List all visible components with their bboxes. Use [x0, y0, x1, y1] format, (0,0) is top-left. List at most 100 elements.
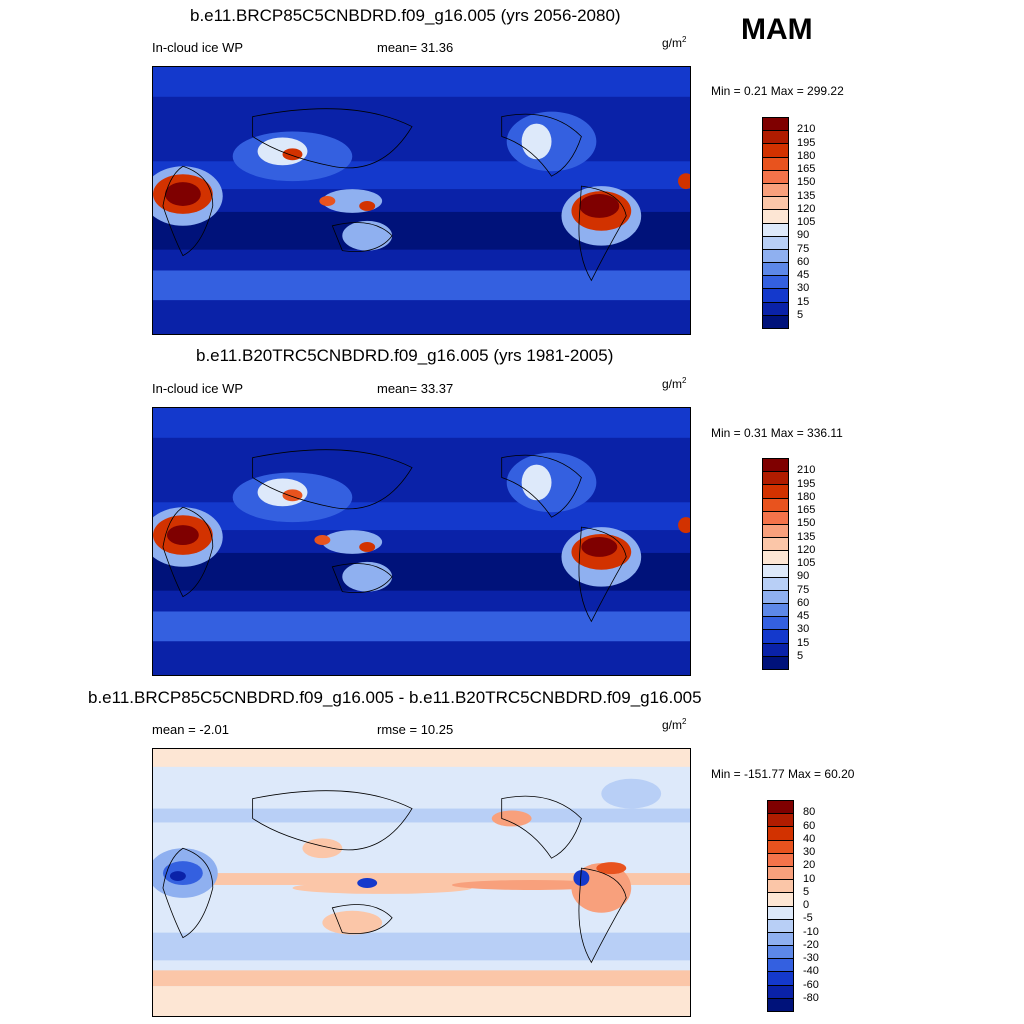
- panel3-colorbar-label: 40: [803, 832, 816, 845]
- panel2-colorbar-label: 45: [797, 610, 810, 622]
- panel3-colorbar-swatch: [768, 998, 793, 1011]
- panel3-units: g/m2: [662, 717, 687, 733]
- panel1-left-label: In-cloud ice WP: [152, 40, 244, 55]
- panel2-colorbar-label: 5: [797, 649, 804, 662]
- panel2-colorbar-swatch: [763, 511, 788, 525]
- panel3-colorbar-label: 80: [803, 806, 816, 819]
- panel1-colorbar-swatch: [763, 236, 788, 250]
- panel2-colorbar-label: 90: [797, 570, 810, 583]
- panel1-colorbar-swatch: [763, 263, 788, 277]
- panel3-colorbar-label: 30: [803, 846, 816, 858]
- panel3-mean-label: mean = -2.01: [152, 722, 229, 737]
- panel1-colorbar-label: 60: [797, 255, 810, 268]
- panel3-colorbar-label: -60: [803, 978, 819, 991]
- panel2-colorbar-label: 30: [797, 623, 810, 636]
- panel2-colorbar-swatch: [763, 498, 788, 512]
- panel1-colorbar-label: 105: [797, 216, 816, 228]
- panel1-units: g/m2: [662, 35, 687, 51]
- panel2-colorbar-swatch: [763, 564, 788, 578]
- panel3-colorbar-swatch: [768, 893, 793, 907]
- panel1-colorbar-label: 15: [797, 295, 810, 308]
- panel2-colorbar-labels: 210 195 180 165 150 135 120 105 90 75 60 45 30 15 5: [797, 458, 837, 670]
- panel1-colorbar-label: 5: [797, 308, 804, 321]
- panel2-colorbar-label: 195: [797, 477, 816, 490]
- panel2-colorbar: [762, 458, 789, 670]
- panel2-colorbar-swatch: [763, 485, 788, 499]
- panel3-colorbar-swatch: [768, 985, 793, 999]
- panel1-colorbar-label: 75: [797, 242, 810, 255]
- panel3-minmax: Min = -151.77 Max = 60.20: [711, 767, 855, 781]
- panel1-colorbar-label: 180: [797, 149, 816, 162]
- panel1-colorbar-swatch: [763, 118, 788, 132]
- panel3-rmse-label: rmse = 10.25: [377, 722, 454, 737]
- panel3-colorbar-swatch: [768, 972, 793, 986]
- panel1-colorbar-swatch: [763, 249, 788, 264]
- panel1-colorbar-labels: 210 195 180 165 150 135 120 105 90 75 60 45 30 15 5: [797, 117, 837, 329]
- panel3-colorbar-label: -20: [803, 938, 819, 951]
- panel2-colorbar-label: 210: [797, 464, 816, 477]
- panel1-colorbar-label: 165: [797, 163, 816, 175]
- panel1-colorbar-swatch: [763, 157, 788, 171]
- panel2-map: [152, 407, 691, 676]
- panel1-colorbar-swatch: [763, 183, 788, 198]
- season-label: MAM: [741, 13, 813, 46]
- panel2-title: b.e11.B20TRC5CNBDRD.f09_g16.005 (yrs 198…: [196, 346, 614, 365]
- panel3-colorbar-swatch: [768, 932, 793, 947]
- panel2-colorbar-swatch: [763, 590, 788, 605]
- panel2-left-label: In-cloud ice WP: [152, 381, 244, 396]
- panel3-colorbar-swatch: [768, 959, 793, 973]
- panel1-colorbar-swatch: [763, 223, 788, 237]
- panel2-mean-label: mean= 33.37: [377, 381, 454, 396]
- panel1-minmax: Min = 0.21 Max = 299.22: [711, 84, 844, 98]
- panel3-colorbar-swatch: [768, 919, 793, 933]
- panel3-colorbar-label: -40: [803, 965, 819, 978]
- panel1-colorbar-swatch: [763, 210, 788, 224]
- panel3-colorbar-labels: 80 60 40 30 20 10 5 0 -5 -10 -20 -30 -40 -60 -80: [803, 800, 843, 1012]
- panel3-colorbar: [767, 800, 794, 1012]
- panel1-colorbar-swatch: [763, 276, 788, 290]
- panel2-colorbar-label: 15: [797, 636, 810, 649]
- panel3-colorbar-swatch: [768, 906, 793, 920]
- panel2-colorbar-swatch: [763, 524, 788, 539]
- panel2-colorbar-label: 75: [797, 583, 810, 596]
- panel3-colorbar-swatch: [768, 880, 793, 894]
- panel2-colorbar-swatch: [763, 472, 788, 486]
- panel3-title: b.e11.BRCP85C5CNBDRD.f09_g16.005 - b.e11…: [88, 688, 702, 707]
- panel1-colorbar-swatch: [763, 302, 788, 316]
- panel3-colorbar-swatch: [768, 827, 793, 841]
- panel1-colorbar-label: 45: [797, 269, 810, 281]
- panel2-colorbar-label: 120: [797, 543, 816, 556]
- panel2-colorbar-swatch: [763, 617, 788, 631]
- panel3-colorbar-label: -30: [803, 952, 819, 964]
- panel3-colorbar-label: 20: [803, 859, 816, 872]
- panel1-colorbar-label: 120: [797, 202, 816, 215]
- panel3-colorbar-swatch: [768, 866, 793, 881]
- panel2-colorbar-swatch: [763, 538, 788, 552]
- panel1-colorbar-label: 30: [797, 282, 810, 295]
- panel1-colorbar-label: 210: [797, 123, 816, 136]
- panel2-colorbar-swatch: [763, 551, 788, 565]
- panel1-title: b.e11.BRCP85C5CNBDRD.f09_g16.005 (yrs 20…: [190, 6, 621, 25]
- panel1-colorbar-swatch: [763, 170, 788, 184]
- panel2-units: g/m2: [662, 376, 687, 392]
- panel1-colorbar-label: 150: [797, 176, 816, 189]
- panel3-map: [152, 748, 691, 1017]
- panel3-colorbar-label: 5: [803, 885, 810, 898]
- panel1-colorbar-label: 135: [797, 189, 816, 202]
- panel3-colorbar-label: 60: [803, 819, 816, 832]
- panel2-colorbar-label: 135: [797, 530, 816, 543]
- panel2-colorbar-label: 180: [797, 490, 816, 503]
- panel1-mean-label: mean= 31.36: [377, 40, 454, 55]
- panel3-colorbar-label: -80: [803, 991, 819, 1004]
- panel1-colorbar-label: 195: [797, 136, 816, 149]
- panel1-colorbar: [762, 117, 789, 329]
- panel2-colorbar-label: 165: [797, 504, 816, 516]
- panel1-colorbar-swatch: [763, 289, 788, 303]
- panel1-colorbar-swatch: [763, 315, 788, 328]
- panel3-colorbar-label: 0: [803, 899, 810, 911]
- panel3-colorbar-swatch: [768, 801, 793, 815]
- panel1-colorbar-swatch: [763, 131, 788, 145]
- panel3-colorbar-label: 10: [803, 872, 816, 885]
- panel3-colorbar-swatch: [768, 814, 793, 828]
- panel2-minmax: Min = 0.31 Max = 336.11: [711, 426, 843, 440]
